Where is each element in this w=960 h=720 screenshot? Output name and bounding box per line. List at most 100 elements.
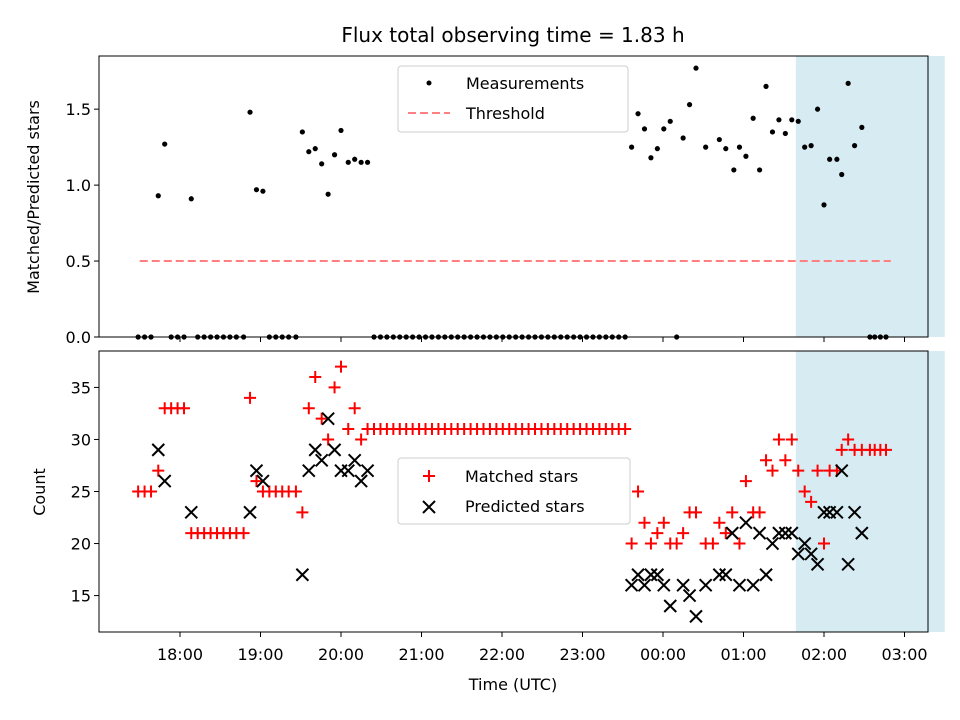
predicted-star-point (746, 578, 760, 592)
measurement-point (331, 152, 338, 158)
y-tick-label: 35 (71, 378, 91, 397)
y-tick-label: 0.5 (66, 252, 91, 271)
predicted-star-point (676, 578, 690, 592)
measurement-point (789, 117, 795, 123)
matched-star-point (328, 381, 341, 394)
top-shaded-region (795, 56, 945, 337)
measurement-point (693, 65, 699, 71)
bottom-y-axis: 15 20 25 30 35 (71, 378, 99, 606)
predicted-star-point (719, 568, 733, 582)
top-legend-frame (397, 65, 629, 133)
predicted-star-point (830, 505, 844, 520)
measurement-point (247, 109, 253, 115)
predicted-star-point (157, 474, 172, 488)
measurement-point (338, 127, 344, 134)
measurement-point (299, 129, 305, 135)
measurement-point (162, 141, 168, 147)
matched-star-point (322, 433, 335, 446)
y-tick-label: 1.0 (66, 176, 91, 195)
matched-star-point (818, 537, 830, 550)
matched-star-point (289, 485, 302, 498)
bottom-legend-frame (397, 457, 631, 525)
x-tick-label: 21:00 (398, 645, 444, 664)
measurement-point (661, 126, 667, 132)
matched-star-point (766, 464, 779, 477)
bottom-ylabel: Count (30, 468, 49, 516)
matched-star-point (753, 506, 766, 519)
matched-star-point (619, 423, 632, 436)
predicted-star-point (354, 474, 368, 488)
predicted-star-point (835, 463, 849, 478)
measurement-point (750, 115, 756, 121)
y-tick-label: 0.0 (66, 328, 91, 347)
predicted-star-point (810, 557, 825, 572)
predicted-star-point (650, 568, 665, 582)
predicted-star-point (759, 568, 773, 582)
predicted-star-point (765, 536, 780, 551)
measurement-point (352, 156, 358, 162)
matched-star-point (670, 537, 683, 550)
matched-star-point (677, 527, 690, 540)
matched-star-point (250, 475, 263, 488)
x-tick-label: 19:00 (237, 645, 283, 664)
predicted-star-point (295, 568, 310, 582)
x-axis-label: Time (UTC) (468, 675, 557, 694)
predicted-star-point (682, 588, 697, 603)
measurement-point (716, 136, 722, 143)
top-plot-frame (98, 55, 929, 338)
measurement-point (757, 167, 763, 173)
matched-star-point (315, 412, 328, 425)
bottom-panel: 15 20 25 30 35 18:00 19:00 20:00 21:00 22:00 23:0… (30, 350, 945, 694)
measurement-point (155, 193, 161, 199)
predicted-star-point (804, 547, 818, 561)
matched-star-point (772, 433, 785, 446)
measurement-point (845, 80, 851, 86)
legend-predicted-marker (422, 500, 436, 514)
predicted-star-point (657, 578, 671, 592)
predicted-star-point (739, 516, 753, 530)
measurement-point (851, 143, 858, 149)
matched-star-point (779, 454, 792, 467)
predicted-star-point (341, 463, 355, 478)
legend-threshold-label: Threshold (465, 104, 545, 123)
predicted-star-point (712, 568, 727, 582)
matched-star-point (342, 423, 355, 436)
matched-star-point (644, 537, 657, 550)
matched-star-point (632, 485, 645, 498)
matched-star-point (719, 527, 732, 540)
top-ylabel: Matched/Predicted stars (24, 100, 43, 294)
matched-star-point (625, 537, 638, 550)
predicted-star-point (689, 609, 703, 624)
measurement-point (319, 161, 325, 167)
matched-star-point (842, 433, 855, 446)
measurement-point (703, 144, 709, 150)
x-tick-label: 22:00 (479, 645, 525, 664)
matched-star-point (237, 527, 250, 540)
legend-matched-label: Matched stars (465, 467, 578, 486)
measurement-point (736, 144, 743, 150)
predicted-star-point (360, 463, 375, 478)
predicted-star-point (631, 568, 645, 582)
matched-star-point (706, 537, 719, 550)
x-tick-label: 23:00 (559, 645, 605, 664)
matched-star-point (244, 391, 257, 404)
measurement-point (654, 146, 660, 152)
measurement-point (723, 146, 729, 152)
legend-measurements-marker (426, 80, 432, 86)
measurement-point (782, 130, 788, 137)
matched-star-point (835, 443, 848, 456)
matched-star-point (657, 516, 670, 529)
predicted-star-point (817, 505, 831, 520)
predicted-star-point (624, 578, 639, 592)
top-x-ticks (179, 337, 905, 342)
matched-star-point (309, 371, 322, 384)
y-tick-label: 1.5 (66, 100, 91, 119)
matched-star-point (798, 485, 811, 498)
x-tick-label: 02:00 (801, 645, 847, 664)
matched-star-point (805, 495, 818, 508)
bottom-x-axis: 18:00 19:00 20:00 21:00 22:00 23:00 00:00 01:00… (157, 632, 928, 664)
predicted-star-point (184, 505, 198, 520)
predicted-star-point (314, 453, 329, 467)
matched-star-point (739, 475, 752, 488)
predicted-star-point (778, 526, 793, 540)
